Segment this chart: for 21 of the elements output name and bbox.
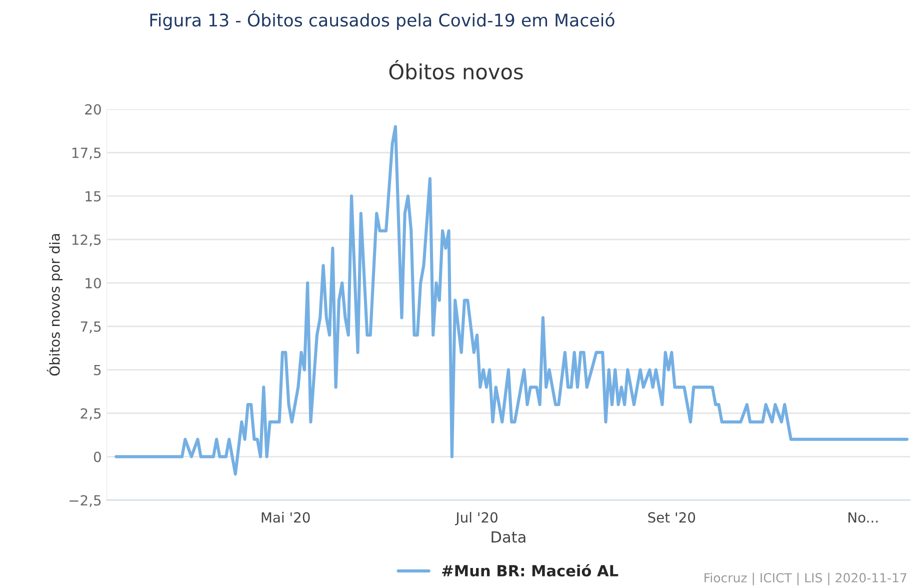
y-tick-label: 7,5 [80, 322, 101, 334]
text: Figura 13 - Óbitos causados pela Covid-19 em Maceió [150, 10, 614, 30]
line-series [114, 125, 909, 476]
chart-title: Óbitos novos [389, 60, 523, 80]
y-tick-label: 12,5 [72, 234, 101, 246]
legend-label: #Mun BR: Maceió AL [442, 564, 618, 577]
y-axis-title: Óbitos novos por dia [46, 234, 63, 376]
x-tick-label: Jul '20 [455, 512, 498, 526]
y-tick-label: 5 [94, 364, 101, 376]
text: Fiocruz | ICICT | LIS | 2020-11-17 [704, 572, 906, 586]
x-tick-label: No... [848, 512, 878, 523]
x-tick-label: Set '20 [648, 512, 696, 523]
y-tick-label: 20 [85, 104, 101, 115]
y-tick-label: 17,5 [72, 148, 101, 160]
x-tick-label: Mai '20 [262, 512, 310, 523]
y-tick-label: 0 [94, 452, 101, 462]
x-axis-title: Data [492, 531, 526, 543]
y-tick-label: 15 [86, 191, 101, 202]
y-tick-label: 2,5 [80, 408, 101, 420]
y-tick-label: −2,5 [70, 495, 101, 508]
y-tick-label: 10 [86, 278, 101, 288]
